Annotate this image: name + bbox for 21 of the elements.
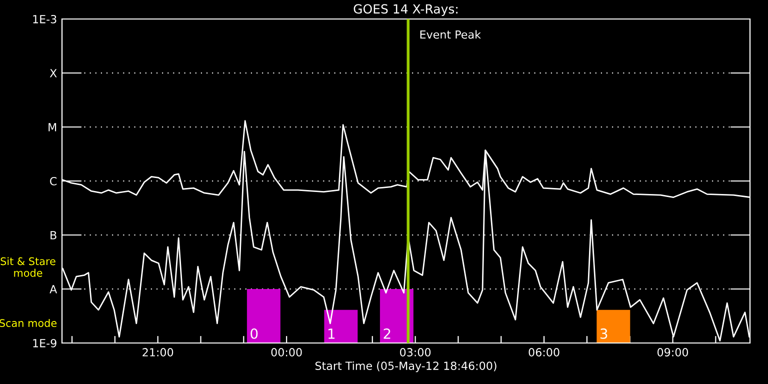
- ref-line-label: Event Peak: [420, 30, 481, 39]
- chart-title: GOES 14 X-Rays:: [354, 4, 458, 16]
- y-tick-label: 1E-3: [33, 14, 56, 24]
- y-tick-label: 1E-9: [33, 338, 56, 348]
- x-tick-label: 03:00: [400, 348, 431, 356]
- x-tick-label: 09:00: [657, 348, 688, 356]
- annotation: 3: [600, 328, 608, 339]
- y-tick-label: X: [50, 69, 57, 78]
- x-tick-label: 21:00: [142, 348, 174, 356]
- annotation: 0: [250, 328, 258, 339]
- x-tick-label: 00:00: [271, 348, 302, 356]
- text: Scan mode: [0, 318, 57, 328]
- y-tick-label: C: [50, 176, 57, 186]
- x-tick-label: 06:00: [528, 348, 560, 356]
- y-tick-label: A: [50, 285, 58, 294]
- y-tick-label: M: [48, 123, 56, 132]
- annotation: 2: [384, 328, 390, 339]
- y-tick-label: B: [50, 231, 56, 240]
- text: Sit & Stare mode: [0, 257, 56, 277]
- annotation: 1: [328, 328, 335, 339]
- x-axis-title: Start Time (05-May-12 18:46:00): [315, 361, 496, 372]
